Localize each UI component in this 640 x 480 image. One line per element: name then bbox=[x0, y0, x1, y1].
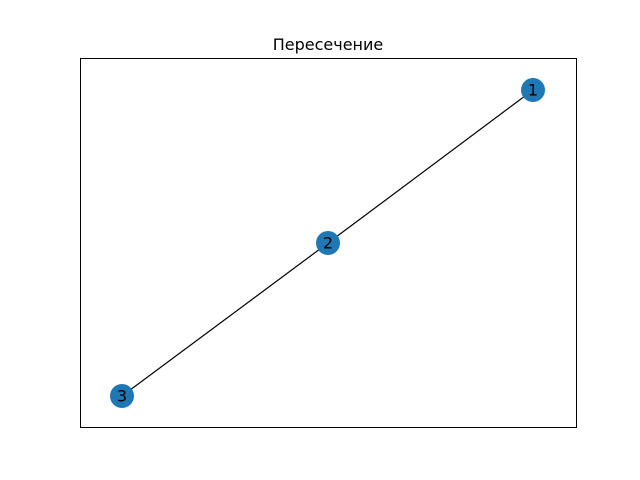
edge-2-3 bbox=[121, 242, 329, 397]
node-3: 3 bbox=[110, 384, 134, 408]
edge-1-2 bbox=[327, 89, 534, 244]
node-label: 2 bbox=[323, 234, 333, 253]
node-label: 3 bbox=[117, 387, 127, 406]
edges-layer bbox=[121, 89, 534, 397]
node-2: 2 bbox=[316, 231, 340, 255]
nodes-layer: 1 2 3 bbox=[110, 78, 545, 408]
node-circle bbox=[316, 231, 340, 255]
figure-title: Пересечение bbox=[273, 35, 384, 54]
node-label: 1 bbox=[528, 81, 538, 100]
node-circle bbox=[110, 384, 134, 408]
node-circle bbox=[521, 78, 545, 102]
node-1: 1 bbox=[521, 78, 545, 102]
